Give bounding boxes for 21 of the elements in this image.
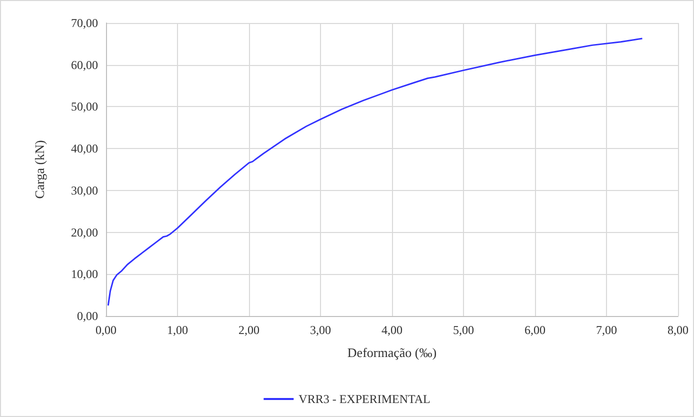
x-tick-label: 1,00 [167, 323, 188, 337]
y-tick-label: 50,00 [71, 100, 98, 114]
x-tick-label: 4,00 [382, 323, 402, 337]
y-tick-label: 20,00 [71, 225, 98, 240]
y-tick-label: 70,00 [71, 16, 98, 30]
y-tick-label: 10,00 [71, 267, 98, 282]
x-tick-label: 8,00 [668, 323, 688, 337]
x-tick-label: 7,00 [596, 323, 617, 337]
legend-label: VRR3 - EXPERIMENTAL [298, 392, 430, 406]
x-tick-label: 2,00 [238, 323, 260, 337]
x-axis-title: Deformação (‰) [347, 345, 437, 360]
line-series [107, 38, 643, 306]
y-tick-label: 30,00 [71, 183, 98, 198]
x-tick-label: 6,00 [524, 323, 546, 337]
y-tick-label: 60,00 [71, 58, 98, 72]
x-tick-label: 5,00 [453, 323, 474, 337]
y-axis-title: Carga (kN) [32, 140, 47, 199]
x-tick-label: 3,00 [310, 323, 331, 337]
x-tick-label: 0,00 [96, 323, 116, 337]
y-tick-label: 0,00 [77, 309, 98, 323]
y-tick-label: 40,00 [71, 142, 98, 156]
